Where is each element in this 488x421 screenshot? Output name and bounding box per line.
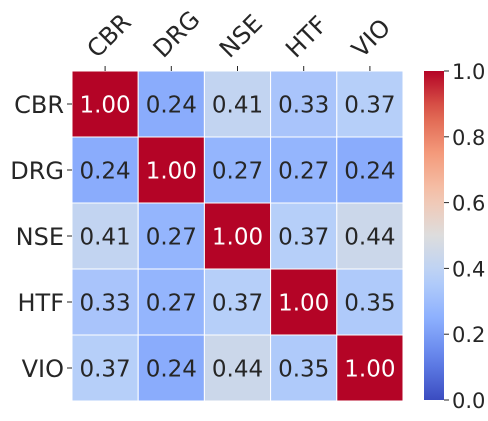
cell-value-label: 0.41 — [79, 225, 130, 251]
heatmap-cell-htf-htf — [270, 268, 338, 336]
cell-value-label: 0.24 — [146, 93, 197, 119]
heatmap-cell-vio-vio — [336, 334, 404, 402]
cell-value-label: 0.44 — [212, 357, 263, 383]
heatmap-cells — [71, 70, 404, 402]
x-tick-label: HTF — [280, 11, 333, 64]
cell-value-label: 1.00 — [212, 225, 263, 251]
y-tick-label: VIO — [22, 355, 64, 383]
cell-value-label: 0.24 — [146, 357, 197, 383]
heatmap-cell-drg-nse — [203, 136, 272, 204]
colorbar-tick-label: 0.8 — [452, 126, 485, 150]
cell-value-label: 0.27 — [278, 159, 329, 185]
cell-value-label: 0.33 — [278, 93, 329, 119]
heatmap-cell-cbr-drg — [137, 70, 205, 138]
cell-value-label: 0.37 — [344, 93, 395, 119]
heatmap-cell-nse-htf — [270, 202, 338, 270]
x-tick-label: VIO — [346, 13, 396, 63]
colorbar-gradient — [424, 71, 444, 400]
y-axis-ticks: CBR DRG NSE HTF VIO — [10, 91, 72, 383]
cell-value-label: 1.00 — [79, 93, 130, 119]
colorbar: 0.0 0.2 0.4 0.6 0.8 1.0 — [424, 60, 485, 413]
y-tick-label: NSE — [16, 223, 64, 251]
cell-value-label: 0.37 — [278, 225, 329, 251]
cell-value-label: 0.35 — [278, 357, 329, 383]
colorbar-tick-label: 0.4 — [452, 257, 485, 281]
x-axis-ticks: CBR DRG NSE HTF VIO — [82, 5, 396, 71]
cell-value-label: 0.37 — [212, 291, 263, 317]
heatmap-cell-vio-cbr — [71, 334, 139, 402]
colorbar-tick-label: 0.2 — [452, 323, 485, 347]
colorbar-tick-label: 0.6 — [452, 192, 485, 216]
cell-value-label: 1.00 — [278, 291, 329, 317]
colorbar-tick-label: 1.0 — [452, 60, 485, 84]
x-tick-label: NSE — [214, 9, 268, 63]
heatmap-cell-cbr-cbr — [71, 70, 139, 138]
cell-value-label: 0.24 — [79, 159, 130, 185]
heatmap-cell-nse-drg — [137, 202, 205, 270]
cell-value-label: 1.00 — [146, 159, 197, 185]
cell-value-label: 0.24 — [344, 159, 395, 185]
cell-value-label: 0.37 — [79, 357, 130, 383]
colorbar-tick-label: 0.0 — [452, 389, 485, 413]
heatmap-cell-htf-nse — [203, 268, 272, 336]
cell-value-label: 0.35 — [344, 291, 395, 317]
cell-value-label: 0.27 — [146, 291, 197, 317]
heatmap-cell-vio-nse — [203, 334, 272, 402]
cell-value-label: 0.33 — [79, 291, 130, 317]
x-tick-label: CBR — [82, 8, 137, 63]
heatmap-cell-drg-vio — [336, 136, 404, 204]
y-tick-label: HTF — [17, 289, 64, 317]
cell-value-label: 1.00 — [344, 357, 395, 383]
cell-value-label: 0.44 — [344, 225, 395, 251]
heatmap-cell-vio-drg — [137, 334, 205, 402]
cell-value-label: 0.27 — [146, 225, 197, 251]
x-tick-label: DRG — [148, 5, 206, 63]
heatmap-cell-cbr-htf — [270, 70, 338, 138]
heatmap-cell-nse-vio — [336, 202, 404, 270]
y-tick-label: DRG — [10, 157, 64, 185]
heatmap-cell-htf-drg — [137, 268, 205, 336]
heatmap-cell-htf-vio — [336, 268, 404, 336]
heatmap-cell-labels: 1.00 0.24 0.41 0.33 0.37 0.24 1.00 0.27 0.27 0.24… — [79, 93, 395, 383]
cell-value-label: 0.27 — [212, 159, 263, 185]
cell-value-label: 0.41 — [212, 93, 263, 119]
y-tick-label: CBR — [14, 91, 64, 119]
